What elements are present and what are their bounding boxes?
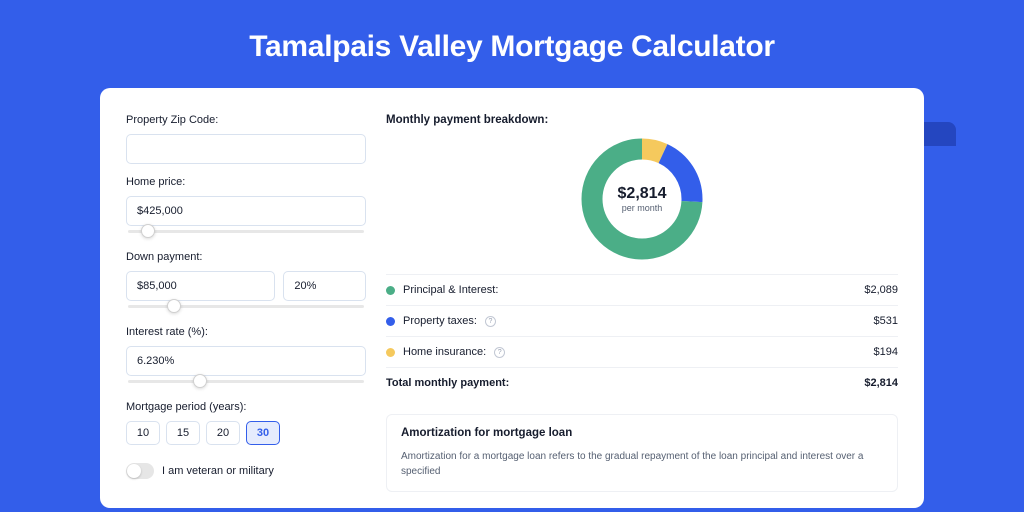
home-price-input[interactable] (126, 196, 366, 226)
legend-row: Home insurance:? $194 (386, 337, 898, 368)
info-icon[interactable]: ? (485, 316, 496, 327)
down-payment-amount-input[interactable] (126, 271, 275, 301)
legend-label: Home insurance: (403, 346, 486, 358)
zip-label: Property Zip Code: (126, 114, 366, 126)
info-icon[interactable]: ? (494, 347, 505, 358)
breakdown-title: Monthly payment breakdown: (386, 114, 898, 126)
legend-value: $531 (874, 315, 898, 327)
down-payment-pct-input[interactable] (283, 271, 366, 301)
legend-label: Property taxes: (403, 315, 477, 327)
page-title: Tamalpais Valley Mortgage Calculator (0, 0, 1024, 88)
donut-sublabel: per month (622, 203, 663, 213)
form-column: Property Zip Code: Home price: Down paym… (126, 114, 366, 468)
total-label: Total monthly payment: (386, 377, 509, 389)
legend-value: $2,089 (864, 284, 898, 296)
legend-value: $194 (874, 346, 898, 358)
legend-row: Principal & Interest: $2,089 (386, 275, 898, 306)
legend: Principal & Interest: $2,089 Property taxe… (386, 274, 898, 398)
total-value: $2,814 (864, 377, 898, 389)
home-price-label: Home price: (126, 176, 366, 188)
legend-dot (386, 317, 395, 326)
calculator-card: Property Zip Code: Home price: Down paym… (100, 88, 924, 508)
veteran-label: I am veteran or military (162, 465, 274, 477)
legend-dot (386, 286, 395, 295)
legend-total-row: Total monthly payment: $2,814 (386, 368, 898, 398)
amortization-title: Amortization for mortgage loan (401, 427, 883, 439)
legend-dot (386, 348, 395, 357)
period-buttons: 10152030 (126, 421, 366, 445)
period-label: Mortgage period (years): (126, 401, 366, 413)
period-btn-10[interactable]: 10 (126, 421, 160, 445)
breakdown-column: Monthly payment breakdown: $2,814 per mo… (386, 114, 898, 468)
donut-chart: $2,814 per month (386, 138, 898, 260)
zip-input[interactable] (126, 134, 366, 164)
amortization-body: Amortization for a mortgage loan refers … (401, 449, 883, 479)
legend-label: Principal & Interest: (403, 284, 498, 296)
amortization-box: Amortization for mortgage loan Amortizat… (386, 414, 898, 492)
period-btn-30[interactable]: 30 (246, 421, 280, 445)
donut-value: $2,814 (618, 185, 667, 203)
period-btn-20[interactable]: 20 (206, 421, 240, 445)
veteran-toggle[interactable] (126, 463, 154, 479)
home-price-slider[interactable] (126, 225, 366, 239)
down-payment-slider[interactable] (126, 300, 366, 314)
period-btn-15[interactable]: 15 (166, 421, 200, 445)
interest-rate-slider[interactable] (126, 375, 366, 389)
legend-row: Property taxes:? $531 (386, 306, 898, 337)
down-payment-label: Down payment: (126, 251, 366, 263)
interest-rate-input[interactable] (126, 346, 366, 376)
interest-rate-label: Interest rate (%): (126, 326, 366, 338)
